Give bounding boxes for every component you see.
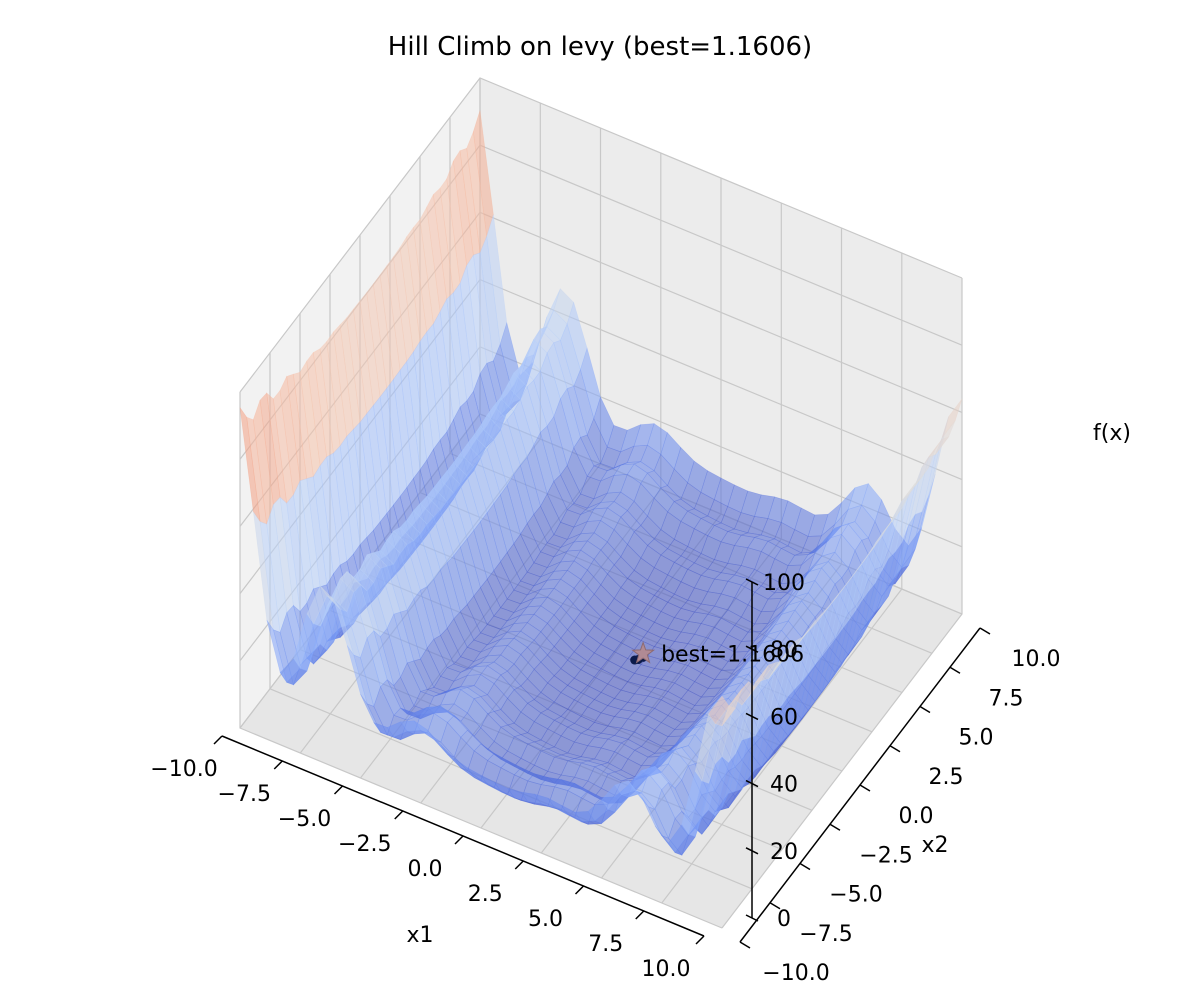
x1-tick-mark-0	[213, 735, 223, 745]
surface-cell	[855, 545, 876, 573]
y-axis-label: x2	[921, 833, 948, 858]
x2-tick-mark-5	[889, 745, 901, 753]
x2-tick-label-1: −7.5	[799, 922, 852, 947]
z-tick-mark-3	[745, 712, 759, 721]
x2-tick-mark-6	[919, 705, 931, 714]
x2-tick-mark-2	[799, 862, 811, 871]
x1-tick-mark-5	[514, 860, 524, 870]
axes: −10.0−7.5−5.0−2.50.02.55.07.510.0 −10.0−7…	[150, 571, 1060, 986]
x2-tick-label-2: −5.0	[829, 883, 882, 908]
best-star-marker	[631, 641, 656, 664]
x1-tick-label-8: 10.0	[642, 957, 691, 982]
x1-tick-label-7: 7.5	[588, 932, 623, 957]
chart-title: Hill Climb on levy (best=1.1606)	[388, 32, 812, 62]
surface-plot	[239, 110, 963, 856]
x2-tick-label-8: 10.0	[1012, 647, 1061, 672]
surface-cell	[861, 536, 883, 564]
x2-tick-mark-4	[859, 784, 871, 792]
z-axis-label: f(x)	[1093, 421, 1131, 446]
surface-cell	[835, 572, 856, 599]
x1-tick-mark-6	[574, 885, 585, 895]
x1-tick-mark-4	[454, 835, 464, 845]
x2-tick-label-6: 5.0	[959, 726, 994, 751]
x1-tick-label-5: 2.5	[468, 882, 503, 907]
surface-cell	[828, 580, 849, 608]
z-tick-mark-2	[745, 779, 759, 788]
z-tick-mark-0	[745, 914, 759, 922]
surface-cell	[941, 398, 963, 439]
surface-cell	[868, 525, 889, 554]
surface-cell	[921, 439, 943, 468]
z-tick-mark-5	[745, 578, 759, 586]
z-tick-label-3: 60	[770, 705, 798, 730]
x1-tick-mark-1	[273, 760, 283, 770]
x1-tick-label-4: 0.0	[408, 857, 443, 882]
z-tick-mark-4	[745, 645, 759, 653]
x1-tick-mark-2	[333, 785, 344, 795]
x2-tick-mark-0	[739, 941, 751, 949]
best-annotation: best=1.1606	[661, 643, 804, 668]
x2-tick-mark-3	[829, 823, 841, 831]
x2-tick-label-4: 0.0	[899, 804, 934, 829]
markers: best=1.1606	[630, 641, 804, 668]
surface-cell	[734, 681, 756, 706]
x-axis-label: x1	[406, 923, 433, 948]
x1-tick-label-6: 5.0	[528, 907, 563, 932]
z-tick-label-2: 40	[770, 773, 798, 798]
x1-tick-mark-7	[635, 910, 645, 920]
surface-cell	[895, 483, 916, 514]
x2-tick-mark-1	[769, 902, 781, 910]
x1-tick-mark-8	[695, 935, 705, 945]
x2-tick-mark-7	[949, 666, 961, 674]
x2-tick-label-0: −10.0	[762, 961, 829, 986]
x2-tick-label-7: 7.5	[989, 686, 1024, 711]
x1-tick-label-3: −2.5	[338, 832, 391, 857]
x1-tick-label-0: −10.0	[150, 757, 217, 782]
z-tick-mark-1	[745, 847, 759, 855]
x1-tick-label-2: −5.0	[278, 807, 331, 832]
x2-tick-mark-8	[979, 627, 991, 635]
gridline-z-5	[239, 77, 963, 393]
x2-tick-label-3: −2.5	[859, 843, 912, 868]
surface-cell	[875, 516, 896, 544]
z-tick-label-0: 0	[777, 907, 791, 932]
surface-cell	[708, 695, 730, 725]
z-tick-label-4: 80	[770, 638, 798, 663]
x1-tick-label-1: −7.5	[218, 782, 271, 807]
x2-tick-label-5: 2.5	[929, 765, 964, 790]
z-tick-label-1: 20	[770, 840, 798, 865]
surface-cell	[714, 705, 736, 727]
z-tick-label-5: 100	[763, 571, 805, 596]
surface-cell	[781, 637, 803, 659]
surface-cell	[788, 629, 809, 656]
x1-tick-mark-3	[394, 810, 404, 820]
